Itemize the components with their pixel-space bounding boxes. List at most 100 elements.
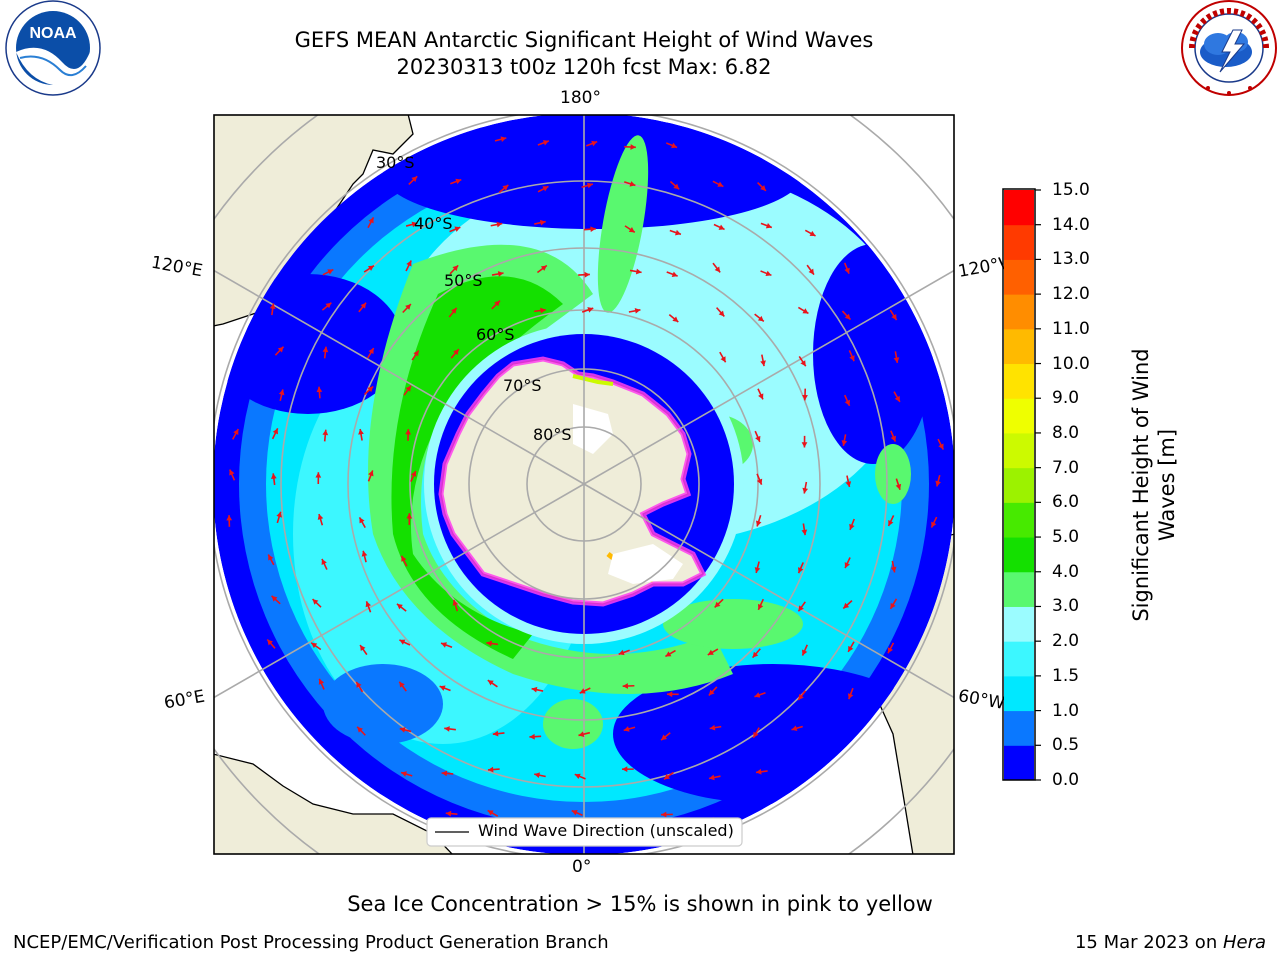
wind-wave-arrow: [754, 313, 765, 323]
wind-wave-arrow: [624, 225, 636, 234]
wind-wave-arrow: [791, 725, 803, 732]
wind-wave-arrow: [622, 766, 634, 773]
wind-wave-arrow: [537, 140, 550, 146]
wind-wave-arrow: [935, 474, 941, 487]
colorbar-tick-label: 10.0: [1052, 353, 1090, 374]
wind-wave-arrow: [669, 180, 680, 190]
wind-wave-arrow: [756, 473, 763, 485]
footer-right: 15 Mar 2023 on Hera: [1075, 932, 1266, 954]
colorbar-tick-label: 7.0: [1052, 457, 1080, 478]
wind-wave-arrow: [536, 264, 548, 274]
colorbar-block: [1004, 432, 1034, 469]
wind-wave-arrow: [797, 601, 806, 612]
wind-wave-arrow: [760, 354, 766, 367]
wind-wave-arrow: [714, 598, 724, 609]
wind-wave-arrow: [229, 469, 236, 481]
wind-wave-arrow: [399, 727, 412, 733]
wind-wave-arrow: [405, 260, 412, 272]
colorbar-tick-label: 6.0: [1052, 492, 1080, 513]
wind-wave-arrow: [321, 302, 332, 311]
wind-wave-arrow: [574, 773, 586, 780]
wind-wave-arrow: [359, 644, 368, 656]
wind-wave-arrow: [890, 560, 897, 573]
wind-wave-arrow: [760, 222, 773, 229]
wind-wave-arrow: [628, 307, 641, 314]
wind-wave-arrow: [712, 180, 724, 188]
wind-wave-arrow: [757, 388, 764, 400]
wind-wave-arrow: [487, 766, 500, 773]
wind-wave-arrow: [310, 642, 322, 651]
wind-wave-arrow: [361, 550, 368, 563]
wind-wave-arrow: [618, 649, 630, 656]
wind-wave-arrow: [444, 726, 456, 732]
lat-label-30s: 30°S: [376, 153, 415, 172]
wind-wave-arrow: [452, 599, 459, 612]
wind-wave-arrow: [494, 136, 507, 142]
colorbar-tick-label: 1.5: [1052, 665, 1080, 686]
wind-wave-arrows: [226, 136, 945, 825]
wind-wave-arrow: [531, 686, 544, 693]
arrow-legend: [426, 817, 743, 847]
wind-wave-arrow: [492, 730, 505, 737]
wind-wave-arrow: [707, 648, 719, 656]
wind-wave-arrow: [848, 350, 855, 362]
wind-wave-arrow: [660, 732, 671, 741]
wind-wave-arrow: [450, 348, 460, 359]
colorbar-tick-label: 12.0: [1052, 284, 1090, 305]
wind-wave-arrow: [406, 513, 413, 525]
colorbar-block: [1004, 224, 1034, 260]
colorbar-tick-label: 11.0: [1052, 318, 1090, 339]
colorbar-block: [1004, 502, 1034, 538]
wind-wave-arrow: [843, 262, 850, 275]
wind-wave-arrow: [665, 142, 678, 149]
polar-map: [213, 114, 955, 855]
wind-wave-arrow: [801, 644, 808, 656]
wind-wave-arrow: [358, 302, 367, 313]
wind-wave-arrow: [402, 303, 412, 314]
lat-label-80s: 80°S: [533, 425, 572, 444]
wind-wave-arrow: [801, 523, 808, 536]
wind-wave-arrow: [400, 771, 413, 777]
wind-wave-arrow: [712, 262, 721, 273]
wind-wave-arrow: [356, 726, 366, 736]
wind-wave-arrow: [802, 388, 808, 401]
colorbar-tick-label: 14.0: [1052, 214, 1090, 235]
wind-wave-arrow: [754, 430, 761, 443]
colorbar-block: [1004, 606, 1034, 642]
wind-wave-arrow: [757, 182, 767, 192]
colorbar-tick-label: 4.0: [1052, 561, 1080, 582]
wind-wave-arrow: [893, 351, 900, 364]
lon-label-0: 0°: [572, 857, 592, 877]
wind-wave-arrow: [278, 389, 285, 402]
wind-wave-arrow: [322, 268, 334, 276]
colorbar-label-line1: Significant Height of Wind: [1129, 348, 1153, 622]
wind-wave-arrow: [895, 478, 902, 490]
wind-wave-arrow: [266, 638, 276, 649]
wind-wave-arrow: [534, 307, 546, 314]
wind-wave-arrow: [752, 727, 760, 739]
wind-wave-arrow: [450, 178, 462, 185]
footer-left: NCEP/EMC/Verification Post Processing Pr…: [13, 932, 609, 953]
wind-wave-arrow: [321, 558, 328, 570]
wind-wave-arrow: [226, 515, 233, 527]
colorbar-block: [1004, 675, 1034, 712]
sea-ice-note: Sea Ice Concentration > 15% is shown in …: [347, 892, 933, 916]
lon-label-60w: 60°W: [956, 686, 1007, 714]
wind-wave-arrow: [449, 264, 459, 275]
wind-wave-arrow: [312, 598, 322, 608]
wind-wave-arrow: [411, 349, 420, 361]
wind-wave-arrow: [889, 598, 898, 610]
sea-ice-edge: [438, 356, 707, 607]
wind-wave-arrow: [585, 140, 598, 147]
wind-wave-arrow: [887, 642, 895, 654]
wind-wave-arrow: [232, 428, 239, 440]
wind-wave-arrow: [708, 774, 721, 781]
wind-wave-arrow: [318, 678, 325, 690]
wind-wave-arrow: [366, 347, 375, 359]
wind-wave-arrow: [752, 648, 761, 659]
noaa-logo-text: NOAA: [29, 25, 77, 42]
wind-wave-arrow: [841, 310, 852, 321]
wind-wave-arrow: [271, 427, 279, 440]
wind-wave-arrow: [491, 271, 504, 277]
wind-wave-arrow: [490, 221, 503, 228]
